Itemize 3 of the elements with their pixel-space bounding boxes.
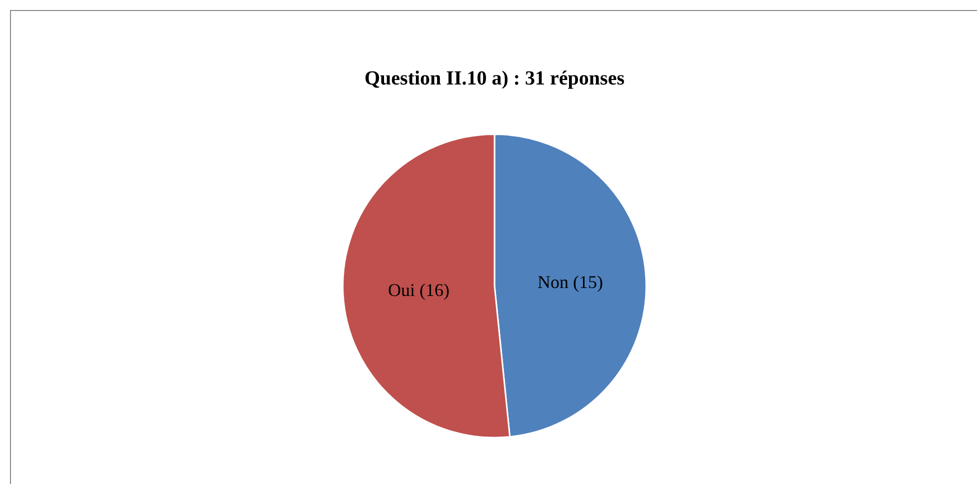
slice-label: Oui (16) [388,280,450,300]
slice-label: Non (15) [538,272,604,292]
chart-title: Question II.10 a) : 31 réponses [364,67,625,90]
